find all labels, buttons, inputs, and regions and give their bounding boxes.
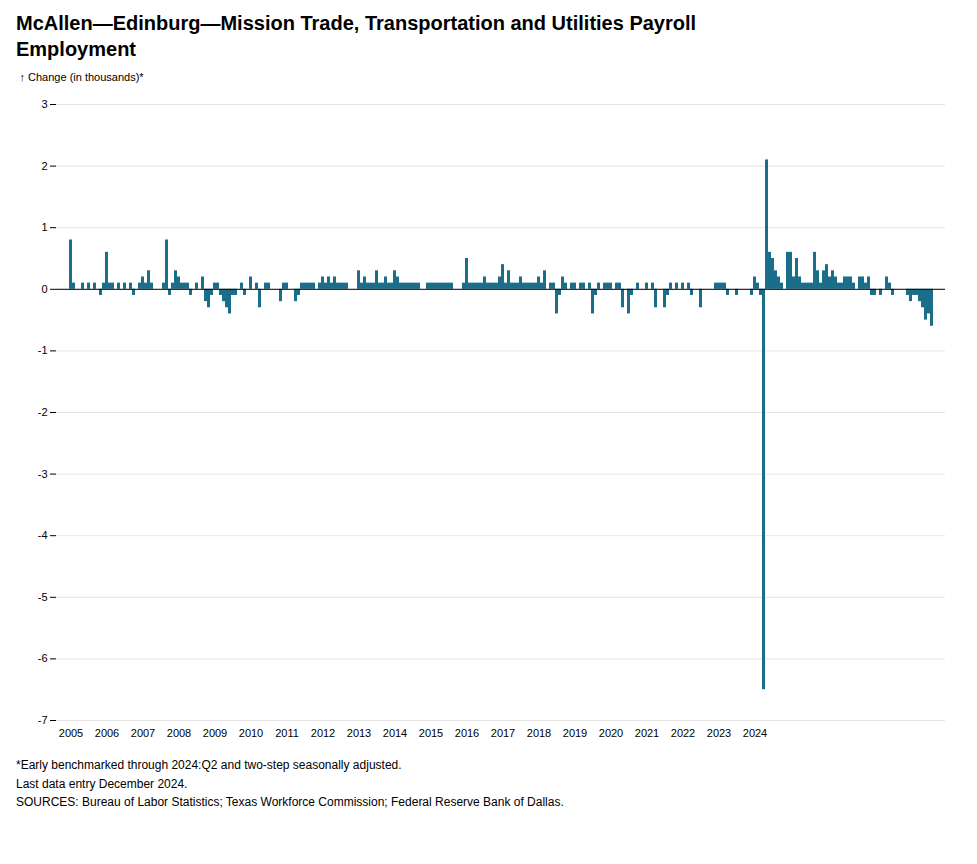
svg-text:1: 1 xyxy=(41,221,47,233)
svg-text:-6: -6 xyxy=(38,652,48,664)
svg-text:2020: 2020 xyxy=(599,727,623,739)
svg-text:2017: 2017 xyxy=(491,727,515,739)
svg-text:2010: 2010 xyxy=(239,727,263,739)
svg-text:-5: -5 xyxy=(38,591,48,603)
html-text:SOURCES: Bureau of Labor Stati: SOURCES: Bureau of Labor Statistics; Tex… xyxy=(16,795,564,810)
svg-text:-7: -7 xyxy=(38,714,48,726)
svg-text:2: 2 xyxy=(41,160,47,172)
svg-text:2012: 2012 xyxy=(311,727,335,739)
html-text:*Early benchmarked through 202: *Early benchmarked through 2024:Q2 and t… xyxy=(16,758,402,772)
svg-text:2019: 2019 xyxy=(563,727,587,739)
svg-text:2005: 2005 xyxy=(59,727,83,739)
svg-text:2011: 2011 xyxy=(275,727,299,739)
svg-text:2013: 2013 xyxy=(347,727,371,739)
svg-text:2016: 2016 xyxy=(455,727,479,739)
svg-text:2018: 2018 xyxy=(527,727,551,739)
svg-text:2014: 2014 xyxy=(383,727,407,739)
svg-text:2007: 2007 xyxy=(131,727,155,739)
svg-text:2023: 2023 xyxy=(707,727,731,739)
svg-text:0: 0 xyxy=(41,283,47,295)
svg-text:2015: 2015 xyxy=(419,727,443,739)
svg-text:2008: 2008 xyxy=(167,727,191,739)
svg-text:3: 3 xyxy=(41,98,47,110)
svg-text:2022: 2022 xyxy=(671,727,695,739)
svg-text:2024: 2024 xyxy=(743,727,767,739)
svg-text:-3: -3 xyxy=(38,468,48,480)
html-text:McAllen—Edinburg—Mission Trade: McAllen—Edinburg—Mission Trade, Transpor… xyxy=(16,12,697,60)
svg-text:2009: 2009 xyxy=(203,727,227,739)
svg-text:-4: -4 xyxy=(38,529,48,541)
svg-text:2006: 2006 xyxy=(95,727,119,739)
svg-text:↑ Change (in thousands)*: ↑ Change (in thousands)* xyxy=(20,71,145,83)
svg-text:-1: -1 xyxy=(38,344,48,356)
svg-text:-2: -2 xyxy=(38,406,48,418)
html-text:Last data entry December 2024.: Last data entry December 2024. xyxy=(16,776,188,791)
svg-text:2021: 2021 xyxy=(635,727,659,739)
